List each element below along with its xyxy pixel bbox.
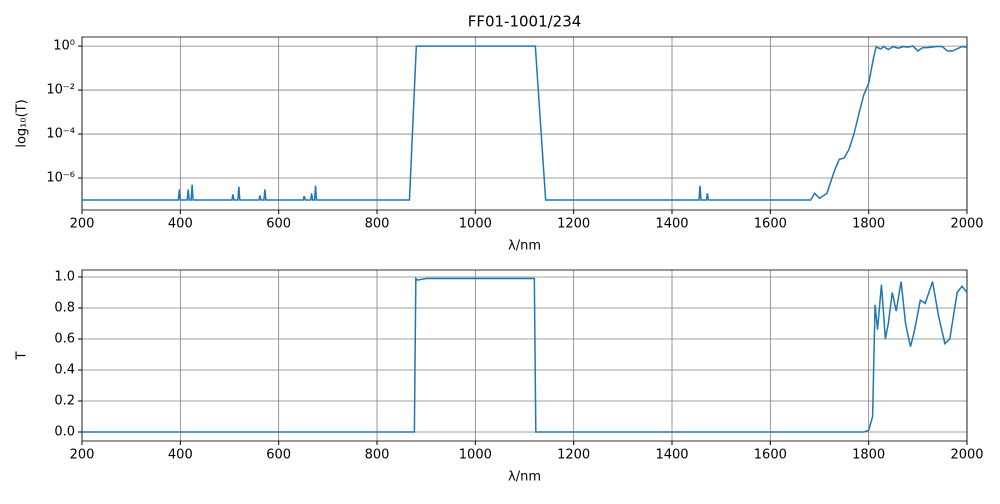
x-tick-label: 200: [70, 217, 95, 232]
y-tick-label: 10⁻⁴: [46, 127, 75, 142]
data-line: [82, 45, 968, 201]
y-tick-label: 0.4: [54, 362, 75, 377]
x-tick-label: 1800: [852, 217, 885, 232]
x-tick-label: 1200: [557, 448, 590, 463]
x-tick-label: 600: [266, 448, 291, 463]
y-axis-label: log₁₀(T): [15, 99, 30, 147]
x-axis-label: λ/nm: [508, 470, 541, 485]
x-tick-label: 200: [70, 448, 95, 463]
plot-frame: [81, 36, 968, 211]
x-tick-label: 1600: [754, 448, 787, 463]
plot-frame: [81, 269, 968, 442]
x-tick-label: 1400: [655, 448, 688, 463]
chart-title: FF01-1001/234: [468, 13, 582, 31]
y-tick-label: 10⁻²: [46, 83, 75, 98]
y-axis-label: T: [15, 351, 30, 360]
x-tick-label: 2000: [950, 217, 983, 232]
x-tick-label: 800: [365, 217, 390, 232]
y-tick-label: 0.6: [54, 331, 75, 346]
x-tick-label: 1200: [557, 217, 590, 232]
x-tick-label: 1800: [852, 448, 885, 463]
x-tick-label: 400: [168, 448, 193, 463]
data-line: [82, 276, 968, 433]
x-tick-label: 2000: [950, 448, 983, 463]
x-tick-label: 1000: [459, 448, 492, 463]
y-tick-label: 0.2: [54, 394, 75, 409]
x-tick-label: 1000: [459, 217, 492, 232]
x-tick-label: 1400: [655, 217, 688, 232]
x-axis-label: λ/nm: [508, 239, 541, 254]
y-tick-label: 0.0: [54, 425, 75, 440]
y-tick-label: 10⁰: [53, 39, 75, 54]
x-tick-label: 800: [365, 448, 390, 463]
y-tick-label: 0.8: [54, 300, 75, 315]
x-tick-label: 600: [266, 217, 291, 232]
y-tick-label: 1.0: [54, 269, 75, 284]
x-tick-label: 400: [168, 217, 193, 232]
x-tick-label: 1600: [754, 217, 787, 232]
y-tick-label: 10⁻⁶: [46, 170, 75, 185]
